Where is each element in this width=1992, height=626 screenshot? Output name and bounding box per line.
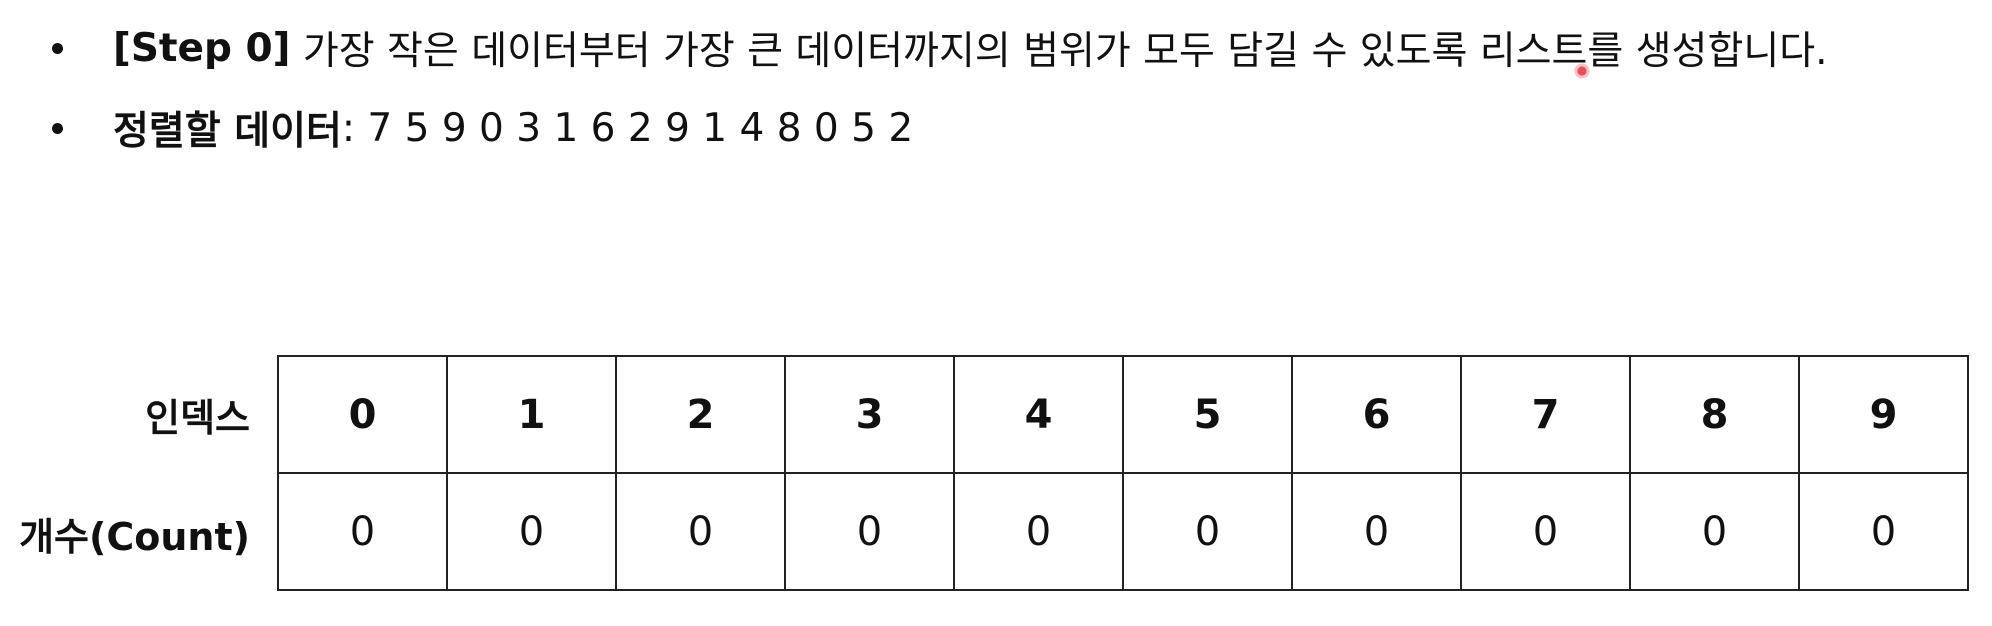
data-separator: : [342,106,355,151]
bullet-dot-icon [52,43,63,54]
bullet-data-to-sort: 정렬할 데이터 : 7 5 9 0 3 1 6 2 9 1 4 8 0 5 2 [52,98,913,158]
count-cell: 0 [1799,473,1968,590]
index-cell: 0 [278,356,447,473]
count-cell: 0 [1630,473,1799,590]
bullet-step-0: [Step 0] 가장 작은 데이터부터 가장 큰 데이터까지의 범위가 모두 … [52,18,1827,78]
index-cell: 9 [1799,356,1968,473]
bullet-dot-icon [52,123,63,134]
index-cell: 5 [1123,356,1292,473]
row-label-count: 개수(Count) [19,476,250,591]
count-cell: 0 [1461,473,1630,590]
data-values: 7 5 9 0 3 1 6 2 9 1 4 8 0 5 2 [367,106,913,151]
step-label: [Step 0] [113,26,290,71]
pointer-highlight-icon [1574,63,1590,79]
count-cell: 0 [785,473,954,590]
counting-sort-table: 0 1 2 3 4 5 6 7 8 9 0 0 0 0 0 0 0 0 0 0 [277,355,1969,591]
count-cell: 0 [1292,473,1461,590]
count-cell: 0 [447,473,616,590]
index-cell: 8 [1630,356,1799,473]
count-cell: 0 [616,473,785,590]
count-cell: 0 [1123,473,1292,590]
index-cell: 7 [1461,356,1630,473]
index-cell: 3 [785,356,954,473]
index-cell: 1 [447,356,616,473]
index-cell: 2 [616,356,785,473]
step-description: 가장 작은 데이터부터 가장 큰 데이터까지의 범위가 모두 담길 수 있도록 … [303,20,1828,76]
count-cell: 0 [278,473,447,590]
index-cell: 4 [954,356,1123,473]
index-row: 0 1 2 3 4 5 6 7 8 9 [278,356,1968,473]
index-cell: 6 [1292,356,1461,473]
count-cell: 0 [954,473,1123,590]
row-label-index: 인덱스 [145,357,250,472]
count-row: 0 0 0 0 0 0 0 0 0 0 [278,473,1968,590]
data-label: 정렬할 데이터 [113,100,342,156]
